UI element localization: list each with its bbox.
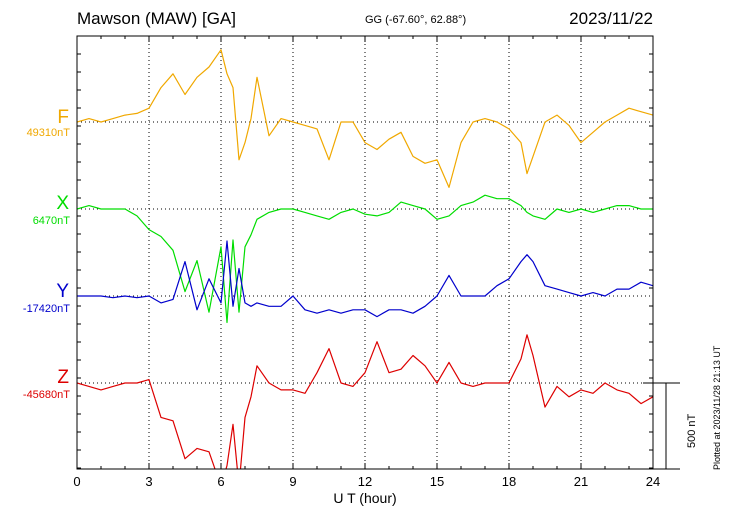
x-tick-label: 15 (430, 474, 444, 489)
x-tick-label: 9 (289, 474, 296, 489)
baseline-label-y: -17420nT (22, 303, 70, 315)
axis-ticks (76, 36, 654, 469)
baseline-label-z: -45680nT (22, 389, 70, 401)
scale-bar-label: 500 nT (686, 413, 698, 448)
component-label-z: Z (57, 367, 69, 388)
plotted-timestamp: Plotted at 2023/11/28 21:13 UT (712, 345, 722, 470)
series-line-y (77, 240, 653, 318)
grid-lines (148, 36, 582, 469)
x-tick-label: 24 (646, 474, 660, 489)
series-line-x (77, 194, 653, 324)
x-tick-label: 18 (502, 474, 516, 489)
series-line-f (77, 49, 653, 188)
component-label-f: F (57, 107, 69, 128)
component-label-y: Y (56, 281, 69, 302)
series-line-z (77, 334, 653, 469)
x-tick-label: 3 (145, 474, 152, 489)
x-axis-label: U T (hour) (333, 490, 397, 506)
chart-date: 2023/11/22 (569, 9, 653, 28)
scale-bar (643, 382, 680, 470)
series-lines (77, 49, 653, 469)
x-tick-label: 6 (217, 474, 224, 489)
station-coordinates: GG (-67.60°, 62.88°) (365, 14, 467, 26)
baseline-label-x: 6470nT (32, 215, 70, 227)
x-tick-label: 21 (574, 474, 588, 489)
component-label-x: X (56, 193, 69, 214)
x-tick-labels: 0 3 6 9 12 15 18 21 24 (73, 474, 660, 489)
x-tick-label: 12 (358, 474, 372, 489)
x-tick-label: 0 (73, 474, 80, 489)
baseline-label-f: 49310nT (26, 127, 70, 139)
station-title: Mawson (MAW) [GA] (77, 9, 236, 28)
